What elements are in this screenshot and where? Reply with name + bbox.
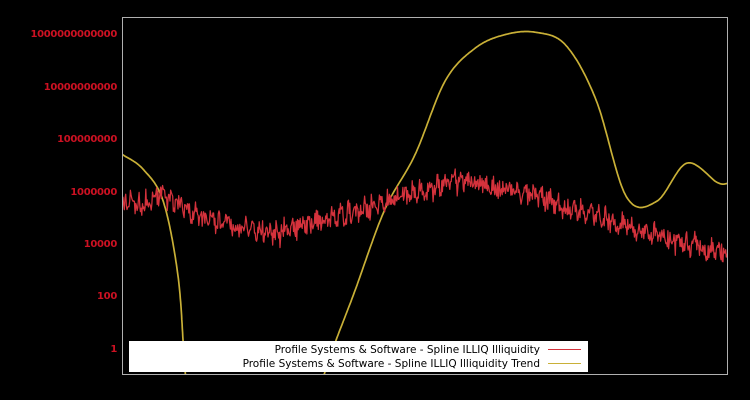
trend-line: [123, 30, 727, 374]
y-tick-label: 1000000: [70, 187, 117, 198]
plot-canvas: [123, 30, 727, 374]
illiquidity-series-line: [123, 168, 727, 263]
series-line-group: [123, 168, 727, 263]
y-tick-label: 100: [97, 291, 117, 302]
legend-swatch-trend-icon: [548, 363, 581, 364]
legend-entry: Profile Systems & Software - Spline ILLI…: [130, 343, 587, 357]
legend-label-series: Profile Systems & Software - Spline ILLI…: [274, 343, 540, 356]
y-tick-label: 1: [110, 344, 117, 355]
chart-legend: Profile Systems & Software - Spline ILLI…: [129, 341, 588, 372]
trend-line-group: [123, 30, 727, 374]
y-tick-label: 10000: [83, 239, 118, 250]
legend-label-trend: Profile Systems & Software - Spline ILLI…: [242, 357, 540, 370]
legend-swatch-series-icon: [548, 349, 581, 350]
y-tick-label: 10000000000: [43, 82, 118, 93]
y-tick-label: 1000000000000: [30, 29, 117, 40]
y-tick-label: 100000000: [57, 134, 117, 145]
legend-entry: Profile Systems & Software - Spline ILLI…: [130, 357, 587, 371]
y-axis-tick-labels: 1000000000000 10000000000 100000000 1000…: [0, 0, 117, 400]
